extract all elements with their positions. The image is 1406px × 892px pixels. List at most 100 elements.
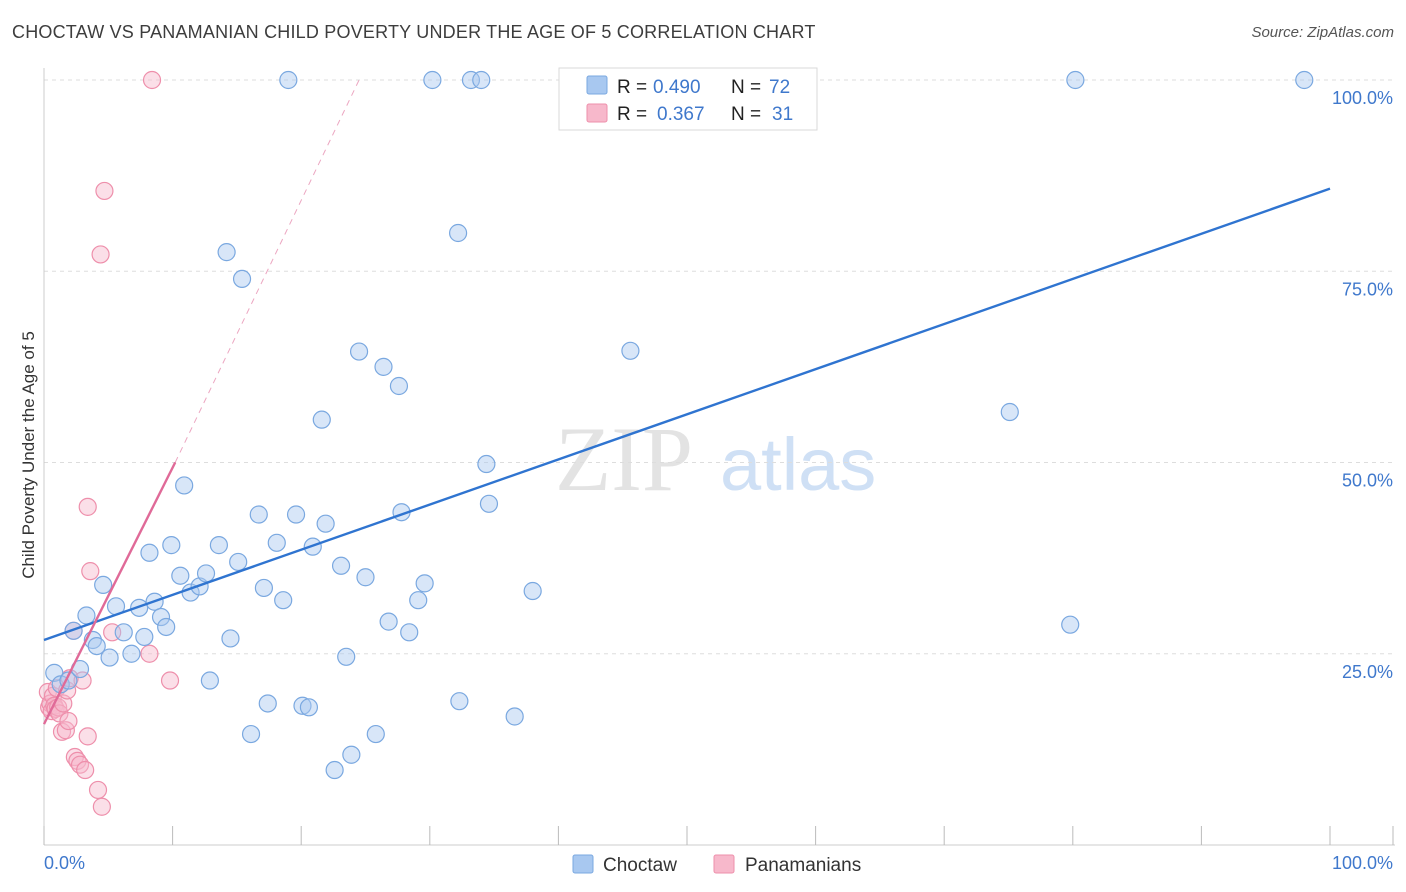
- watermark-atlas: atlas: [720, 423, 876, 506]
- choctaw-point-25: [200, 671, 219, 690]
- y-tick-label-3: 100.0%: [1332, 88, 1393, 108]
- panamanians-point-22: [78, 727, 97, 746]
- choctaw-point-19: [162, 536, 181, 555]
- choctaw-point-59: [448, 223, 468, 243]
- y-tick-label-1: 50.0%: [1342, 471, 1393, 491]
- panamanians-trend-extension: [174, 79, 360, 463]
- choctaw-point-5: [77, 606, 96, 625]
- choctaw-point-51: [374, 357, 393, 376]
- choctaw-point-9: [100, 648, 119, 667]
- choctaw-point-32: [249, 505, 268, 524]
- choctaw-point-45: [331, 556, 351, 575]
- choctaw-point-52: [379, 612, 398, 631]
- legend-swatch-panamanians: [586, 103, 608, 123]
- choctaw-point-56: [409, 591, 428, 610]
- y-tick-label-0: 25.0%: [1342, 662, 1393, 682]
- choctaw-point-31: [241, 724, 261, 744]
- choctaw-point-24: [196, 564, 216, 583]
- bottom-legend-swatch-choctaw: [572, 854, 594, 874]
- choctaw-point-68: [1061, 615, 1080, 634]
- choctaw-point-43: [316, 514, 335, 533]
- x-tick-label-0: 0.0%: [44, 853, 85, 873]
- choctaw-point-21: [175, 476, 194, 495]
- choctaw-point-70: [1295, 70, 1314, 90]
- choctaw-point-36: [274, 591, 293, 610]
- bottom-legend-label-panamanians: Panamanians: [745, 855, 861, 876]
- choctaw-point-14: [135, 627, 154, 647]
- choctaw-point-34: [258, 694, 277, 713]
- choctaw-point-28: [221, 629, 240, 648]
- choctaw-point-38: [286, 505, 306, 524]
- panamanians-point-20: [73, 671, 92, 690]
- choctaw-point-63: [479, 494, 499, 513]
- panamanians-point-14: [59, 711, 78, 731]
- choctaw-point-44: [325, 760, 344, 780]
- choctaw-point-49: [356, 568, 375, 587]
- panamanians-point-19: [70, 755, 90, 774]
- choctaw-point-50: [366, 724, 385, 744]
- choctaw-point-57: [415, 574, 434, 593]
- panamanians-point-26: [91, 245, 110, 264]
- legend-r-label-2: R =: [617, 104, 647, 125]
- choctaw-point-46: [337, 647, 356, 666]
- panamanians-point-31: [160, 671, 180, 690]
- choctaw-point-15: [140, 543, 159, 562]
- panamanians-point-25: [88, 780, 108, 800]
- tick-labels: 25.0% 50.0% 75.0% 100.0% 0.0% 100.0%: [44, 88, 1393, 873]
- legend-r-label-1: R =: [617, 77, 647, 98]
- panamanians-point-23: [78, 497, 97, 516]
- panamanians-points: [38, 70, 180, 816]
- choctaw-point-8: [94, 575, 113, 595]
- choctaw-point-67: [1000, 402, 1019, 422]
- choctaw-point-27: [217, 243, 236, 262]
- choctaw-point-58: [423, 70, 442, 90]
- choctaw-point-20: [171, 566, 190, 585]
- legend-r-value-1: 0.490: [653, 77, 701, 98]
- bottom-legend: Choctaw Panamanians: [572, 854, 861, 876]
- legend-swatch-choctaw: [586, 75, 608, 95]
- choctaw-point-65: [523, 581, 542, 601]
- legend-n-value-2: 31: [772, 104, 793, 125]
- choctaw-point-33: [254, 578, 274, 598]
- choctaw-point-47: [342, 745, 361, 764]
- legend-n-label-2: N =: [731, 104, 761, 125]
- choctaw-point-53: [389, 376, 409, 396]
- y-axis-label: Child Poverty Under the Age of 5: [19, 331, 38, 579]
- choctaw-point-12: [122, 644, 141, 663]
- choctaw-point-30: [232, 269, 252, 288]
- choctaw-point-37: [279, 70, 298, 90]
- bottom-legend-swatch-panamanians: [713, 854, 735, 874]
- choctaw-point-69: [1066, 70, 1085, 90]
- panamanians-point-24: [81, 562, 100, 581]
- y-tick-label-2: 75.0%: [1342, 279, 1393, 299]
- choctaw-point-39: [293, 696, 312, 715]
- top-legend: R = 0.490 N = 72 R = 0.367 N = 31: [558, 67, 818, 131]
- choctaw-point-7: [87, 636, 106, 656]
- panamanians-point-28: [95, 181, 114, 201]
- watermark-zip: ZIP: [555, 408, 693, 510]
- choctaw-point-42: [312, 410, 331, 429]
- panamanians-point-21: [76, 760, 95, 780]
- choctaw-points: [45, 70, 1314, 780]
- panamanians-point-27: [92, 797, 111, 816]
- chart-title: CHOCTAW VS PANAMANIAN CHILD POVERTY UNDE…: [12, 22, 816, 42]
- choctaw-trend-line: [43, 187, 1331, 642]
- choctaw-point-35: [267, 533, 286, 552]
- choctaw-point-66: [621, 341, 640, 360]
- panamanians-trend-line: [42, 461, 177, 725]
- choctaw-point-64: [505, 707, 524, 726]
- choctaw-point-17: [151, 607, 171, 627]
- choctaw-point-29: [229, 552, 248, 572]
- legend-r-value-2: 0.367: [657, 104, 705, 125]
- choctaw-point-18: [157, 617, 176, 637]
- choctaw-point-71: [472, 70, 491, 90]
- choctaw-point-61: [461, 70, 481, 90]
- choctaw-point-60: [450, 692, 469, 711]
- panamanians-point-32: [142, 70, 162, 90]
- choctaw-point-11: [114, 623, 133, 642]
- source-label: Source: ZipAtlas.com: [1251, 24, 1394, 41]
- panamanians-point-30: [140, 644, 159, 663]
- choctaw-point-55: [400, 623, 419, 642]
- legend-n-value-1: 72: [769, 77, 790, 98]
